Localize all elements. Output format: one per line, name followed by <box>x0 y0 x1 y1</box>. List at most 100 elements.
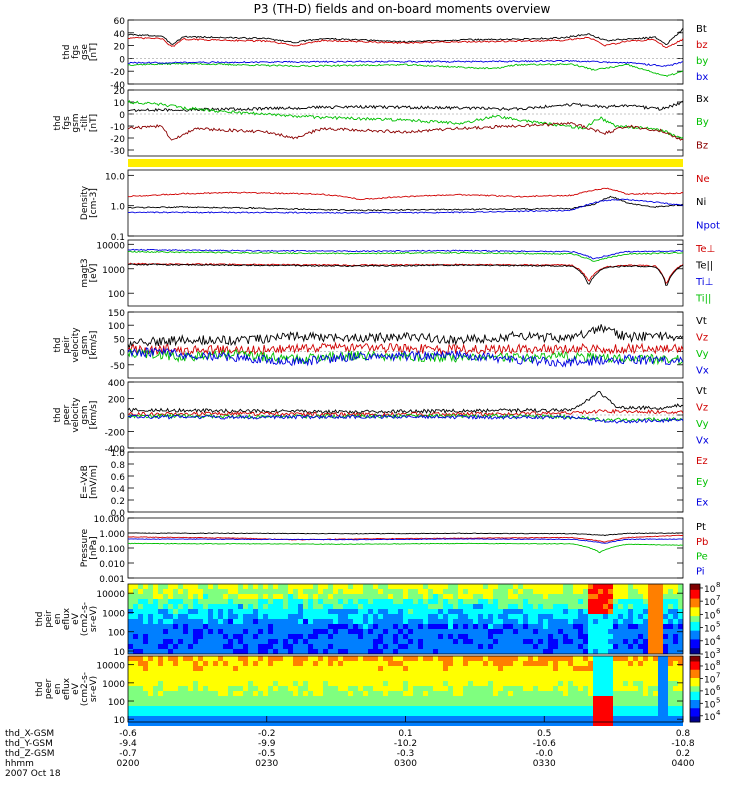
spectrogram-cell <box>408 639 413 644</box>
spectrogram-cell <box>378 634 383 639</box>
spectrogram-cell <box>128 604 133 609</box>
spectrogram-cell <box>578 609 583 614</box>
spectrogram-cell <box>673 716 678 721</box>
spectrogram-cell <box>543 614 548 619</box>
spectrogram-cell <box>183 614 188 619</box>
spectrogram-cell <box>263 716 268 721</box>
spectrogram-cell <box>403 721 408 726</box>
spectrogram-cell <box>143 696 148 701</box>
spectrogram-cell <box>513 604 518 609</box>
spectrogram-cell <box>363 614 368 619</box>
spectrogram-cell <box>538 691 543 696</box>
spectrogram-cell <box>623 696 628 701</box>
spectrogram-cell <box>143 639 148 644</box>
spectrogram-cell <box>598 634 603 639</box>
spectrogram-cell <box>258 666 263 671</box>
spectrogram-cell <box>328 649 333 654</box>
spectrogram-cell <box>408 644 413 649</box>
spectrogram-cell <box>363 676 368 681</box>
spectrogram-cell <box>528 716 533 721</box>
spectrogram-cell <box>628 716 633 721</box>
spectrogram-cell <box>223 619 228 624</box>
spectrogram-cell <box>528 639 533 644</box>
spectrogram-cell <box>358 614 363 619</box>
spectrogram-cell <box>418 666 423 671</box>
spectrogram-cell <box>203 624 208 629</box>
spectrogram-cell <box>348 701 353 706</box>
spectrogram-cell <box>368 634 373 639</box>
spectrogram-cell <box>678 609 683 614</box>
y-axis-label: en <box>53 683 63 694</box>
spectrogram-cell <box>393 656 398 661</box>
spectrogram-cell <box>583 701 588 706</box>
spectrogram-cell <box>298 686 303 691</box>
spectrogram-cell <box>293 639 298 644</box>
spectrogram-cell <box>323 656 328 661</box>
spectrogram-cell <box>618 681 623 686</box>
y-axis-label: eV <box>71 682 81 695</box>
spectrogram-cell <box>383 681 388 686</box>
spectrogram-cell <box>218 681 223 686</box>
spectrogram-cell <box>333 599 338 604</box>
spectrogram-cell <box>373 716 378 721</box>
spectrogram-cell <box>318 639 323 644</box>
spectrogram-cell <box>558 624 563 629</box>
spectrogram-cell <box>228 691 233 696</box>
spectrogram-cell <box>653 609 658 614</box>
spectrogram-cell <box>133 634 138 639</box>
colorbar-tick-exponent: 4 <box>716 634 721 642</box>
spectrogram-cell <box>253 676 258 681</box>
spectrogram-cell <box>378 609 383 614</box>
spectrogram-cell <box>148 701 153 706</box>
spectrogram-cell <box>533 619 538 624</box>
spectrogram-cell <box>333 711 338 716</box>
spectrogram-cell <box>643 696 648 701</box>
spectrogram-cell <box>143 671 148 676</box>
spectrogram-cell <box>623 661 628 666</box>
spectrogram-cell <box>413 644 418 649</box>
spectrogram-cell <box>563 599 568 604</box>
spectrogram-cell <box>658 681 663 686</box>
y-tick-label: 1000 <box>102 680 125 690</box>
spectrogram-cell <box>283 614 288 619</box>
spectrogram-cell <box>368 584 373 589</box>
spectrogram-cell <box>443 701 448 706</box>
spectrogram-cell <box>518 721 523 726</box>
spectrogram-cell <box>233 671 238 676</box>
spectrogram-cell <box>213 656 218 661</box>
spectrogram-cell <box>368 619 373 624</box>
spectrogram-cell <box>183 721 188 726</box>
spectrogram-cell <box>138 609 143 614</box>
spectrogram-cell <box>363 686 368 691</box>
spectrogram-cell <box>198 671 203 676</box>
spectrogram-cell <box>388 604 393 609</box>
spectrogram-cell <box>323 691 328 696</box>
spectrogram-cell <box>143 701 148 706</box>
spectrogram-cell <box>483 671 488 676</box>
spectrogram-cell <box>613 686 618 691</box>
spectrogram-cell <box>398 614 403 619</box>
spectrogram-cell <box>263 666 268 671</box>
spectrogram-cell <box>263 629 268 634</box>
spectrogram-cell <box>498 666 503 671</box>
spectrogram-cell <box>568 589 573 594</box>
spectrogram-cell <box>488 589 493 594</box>
spectrogram-cell <box>253 634 258 639</box>
spectrogram-cell <box>588 676 593 681</box>
spectrogram-cell <box>208 589 213 594</box>
legend-label: Pe <box>696 552 708 563</box>
spectrogram-cell <box>273 656 278 661</box>
spectrogram-cell <box>313 639 318 644</box>
spectrogram-cell <box>158 696 163 701</box>
spectrogram-cell <box>628 594 633 599</box>
spectrogram-cell <box>448 604 453 609</box>
spectrogram-cell <box>558 589 563 594</box>
spectrogram-cell <box>363 599 368 604</box>
spectrogram-cell <box>648 629 653 634</box>
spectrogram-cell <box>663 686 668 691</box>
spectrogram-cell <box>308 691 313 696</box>
spectrogram-cell <box>253 604 258 609</box>
spectrogram-cell <box>423 624 428 629</box>
spectrogram-cell <box>263 671 268 676</box>
spectrogram-cell <box>483 614 488 619</box>
